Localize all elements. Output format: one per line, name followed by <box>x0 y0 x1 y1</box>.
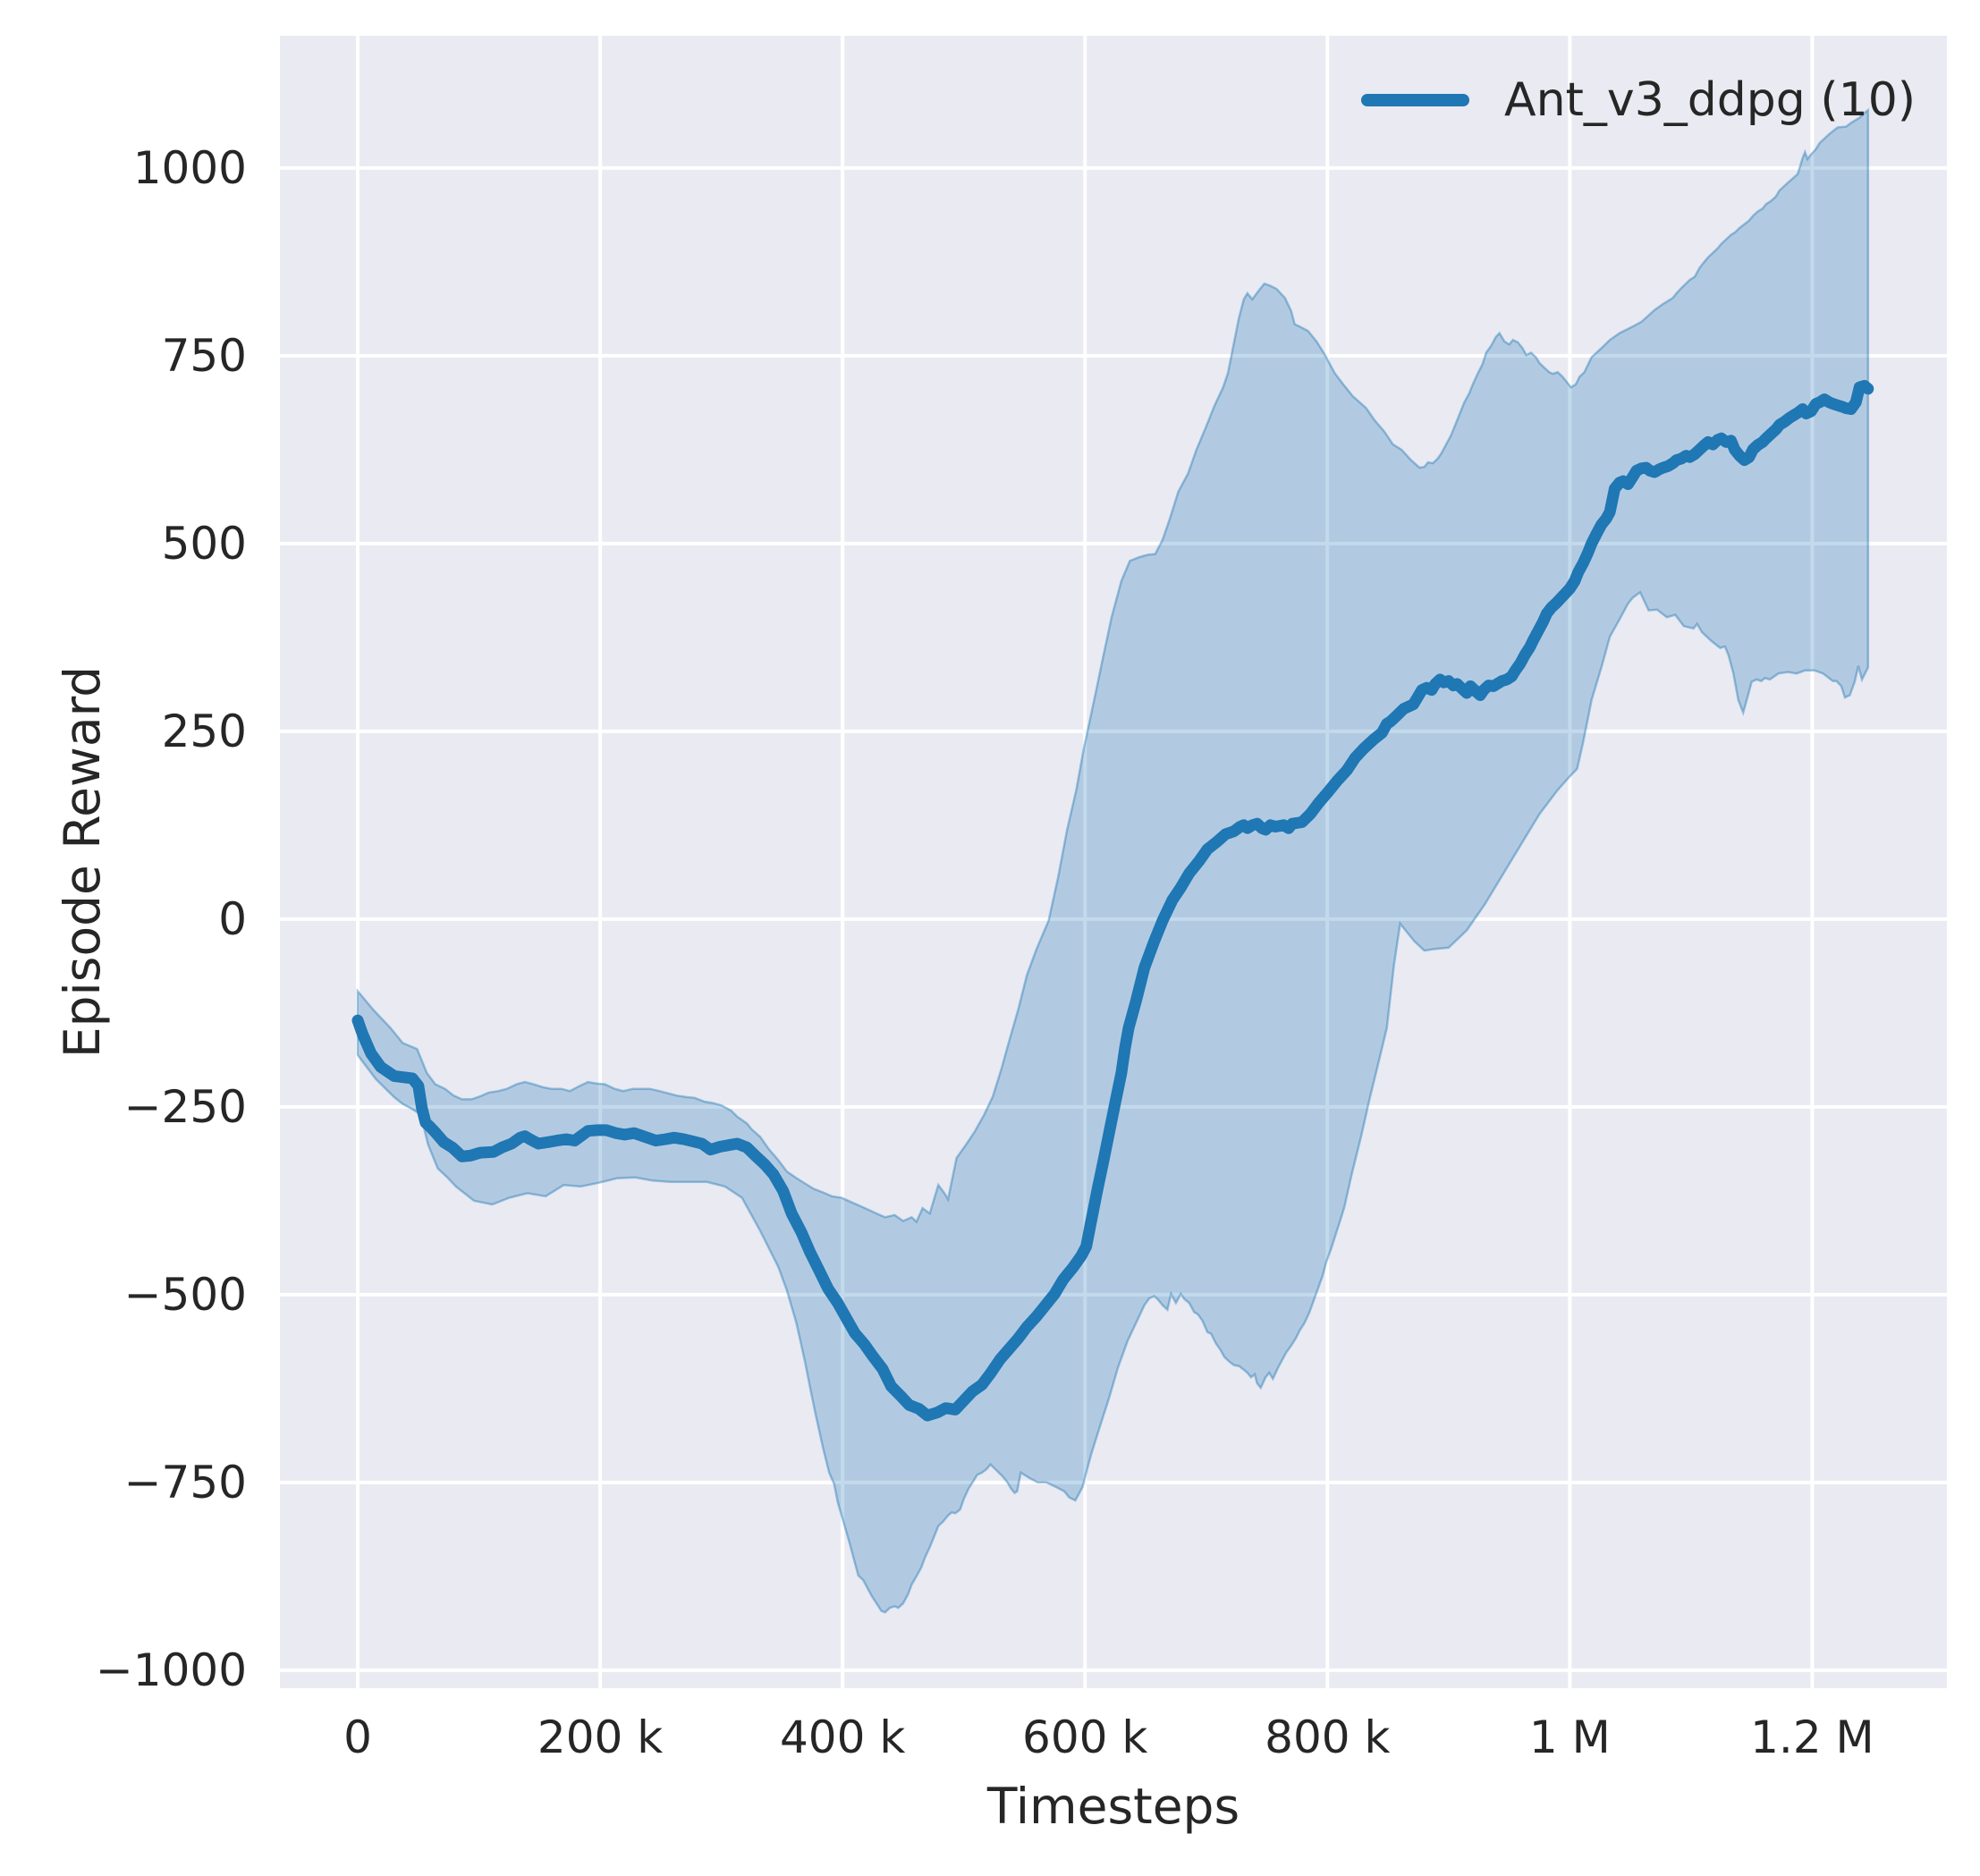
y-tick-label: 500 <box>161 517 247 570</box>
confidence-band <box>356 107 1870 1614</box>
x-axis-label: Timesteps <box>986 1778 1240 1835</box>
mean-line <box>351 379 1874 1422</box>
y-tick-label: 1000 <box>132 141 247 194</box>
axes-background <box>280 36 1947 1688</box>
x-tick-label: 600 k <box>1022 1711 1148 1763</box>
legend-label: Ant_v3_ddpg (10) <box>1504 73 1917 127</box>
legend: Ant_v3_ddpg (10) <box>1361 72 1916 128</box>
y-tick-label: −250 <box>123 1080 247 1133</box>
x-tick-label: 400 k <box>779 1711 906 1763</box>
x-tick-label: 1 M <box>1528 1711 1611 1763</box>
y-tick-label: 750 <box>161 329 247 382</box>
x-tick-label: 800 k <box>1265 1711 1391 1763</box>
y-tick-label: 0 <box>218 892 247 945</box>
gridlines <box>280 36 1947 1688</box>
x-tick-label: 200 k <box>537 1711 664 1763</box>
x-tick-label: 1.2 M <box>1750 1711 1874 1763</box>
x-tick-label: 0 <box>343 1711 372 1763</box>
y-tick-label: −750 <box>123 1456 247 1508</box>
y-tick-label: −500 <box>123 1268 247 1321</box>
y-axis-label: Episode Reward <box>54 665 111 1059</box>
y-tick-label: −1000 <box>95 1644 247 1696</box>
legend-line-swatch <box>1361 94 1469 106</box>
y-tick-label: 250 <box>161 705 247 757</box>
